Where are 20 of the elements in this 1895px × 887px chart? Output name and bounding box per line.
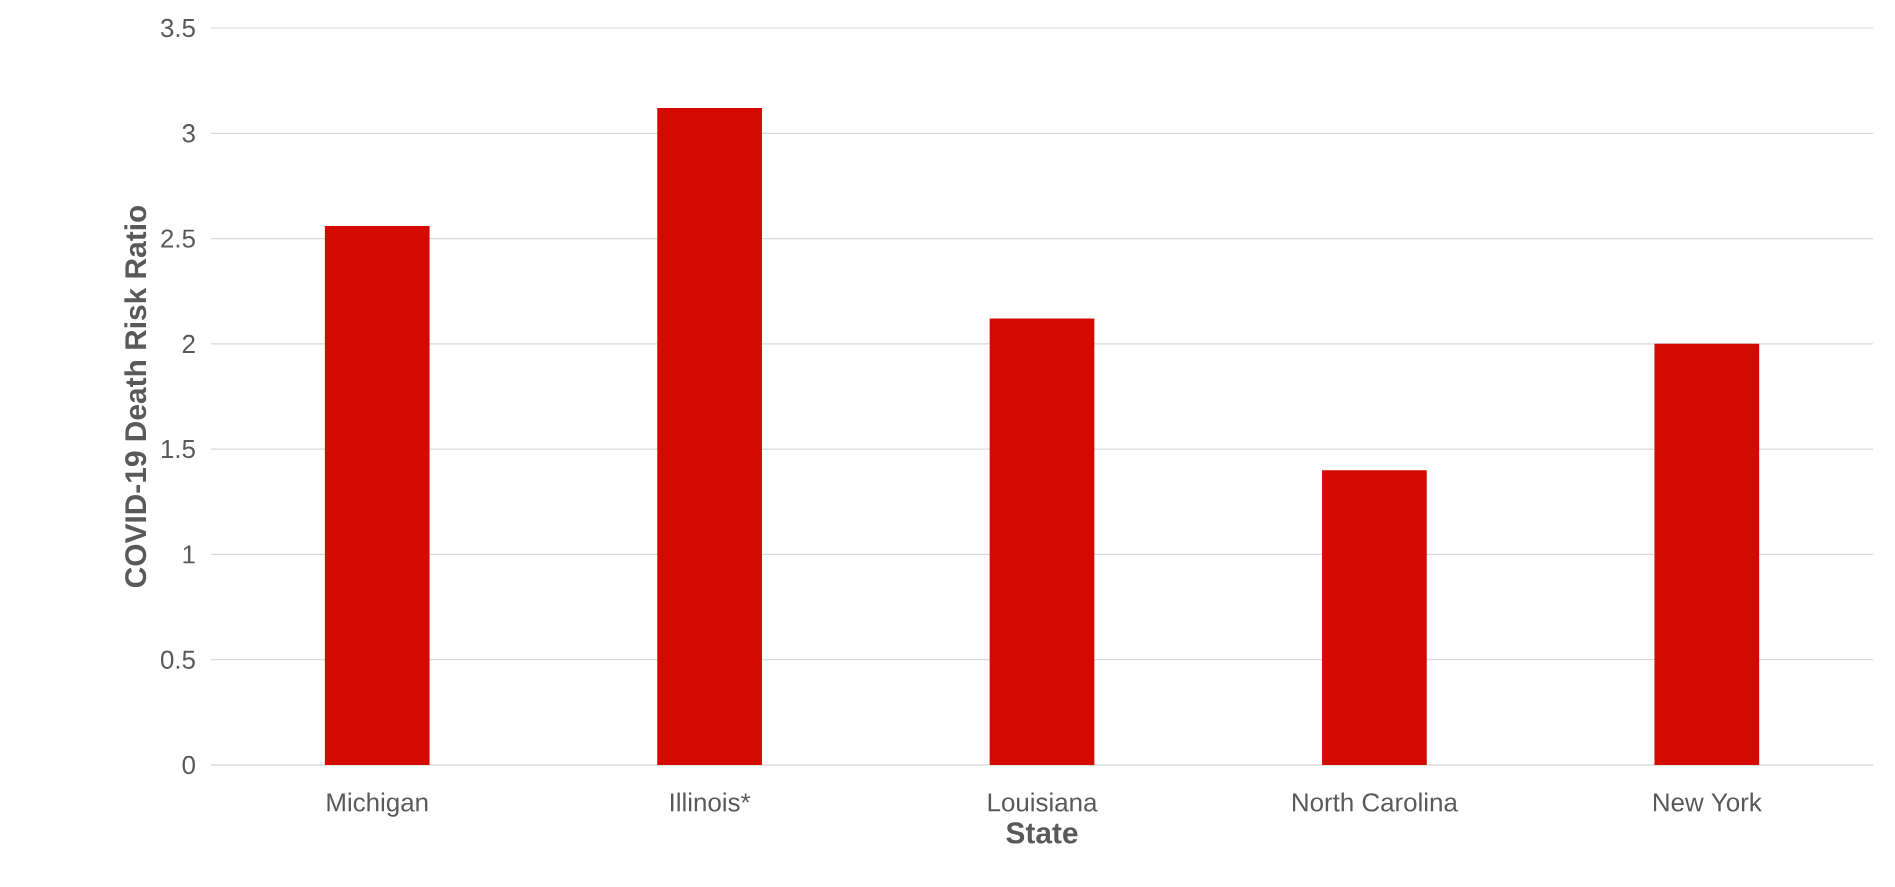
y-tick-label: 1.5 [161, 440, 195, 459]
y-tick-label: 3 [182, 124, 195, 143]
x-tick-label: Louisiana [988, 792, 1098, 812]
x-axis-title: State [1006, 822, 1078, 844]
y-tick-label: 2 [182, 334, 195, 353]
bar [657, 108, 762, 765]
x-tick-label: North Carolina [1293, 792, 1458, 812]
bar [989, 318, 1095, 765]
bar [324, 225, 430, 765]
y-tick-label: 2.5 [161, 229, 195, 248]
y-tick-label: 0 [182, 755, 195, 775]
y-tick-label: 1 [183, 545, 195, 564]
x-tick-label: Michigan [327, 792, 428, 817]
y-axis-title: COVID-19 Death Risk Ratio [124, 205, 147, 588]
x-tick-label: New York [1653, 792, 1762, 812]
bar [1654, 343, 1760, 765]
bar [1322, 470, 1427, 765]
y-tick-label: 3.5 [160, 18, 195, 38]
x-tick-label: Illinois* [670, 792, 751, 812]
y-tick-label: 0.5 [160, 650, 195, 669]
